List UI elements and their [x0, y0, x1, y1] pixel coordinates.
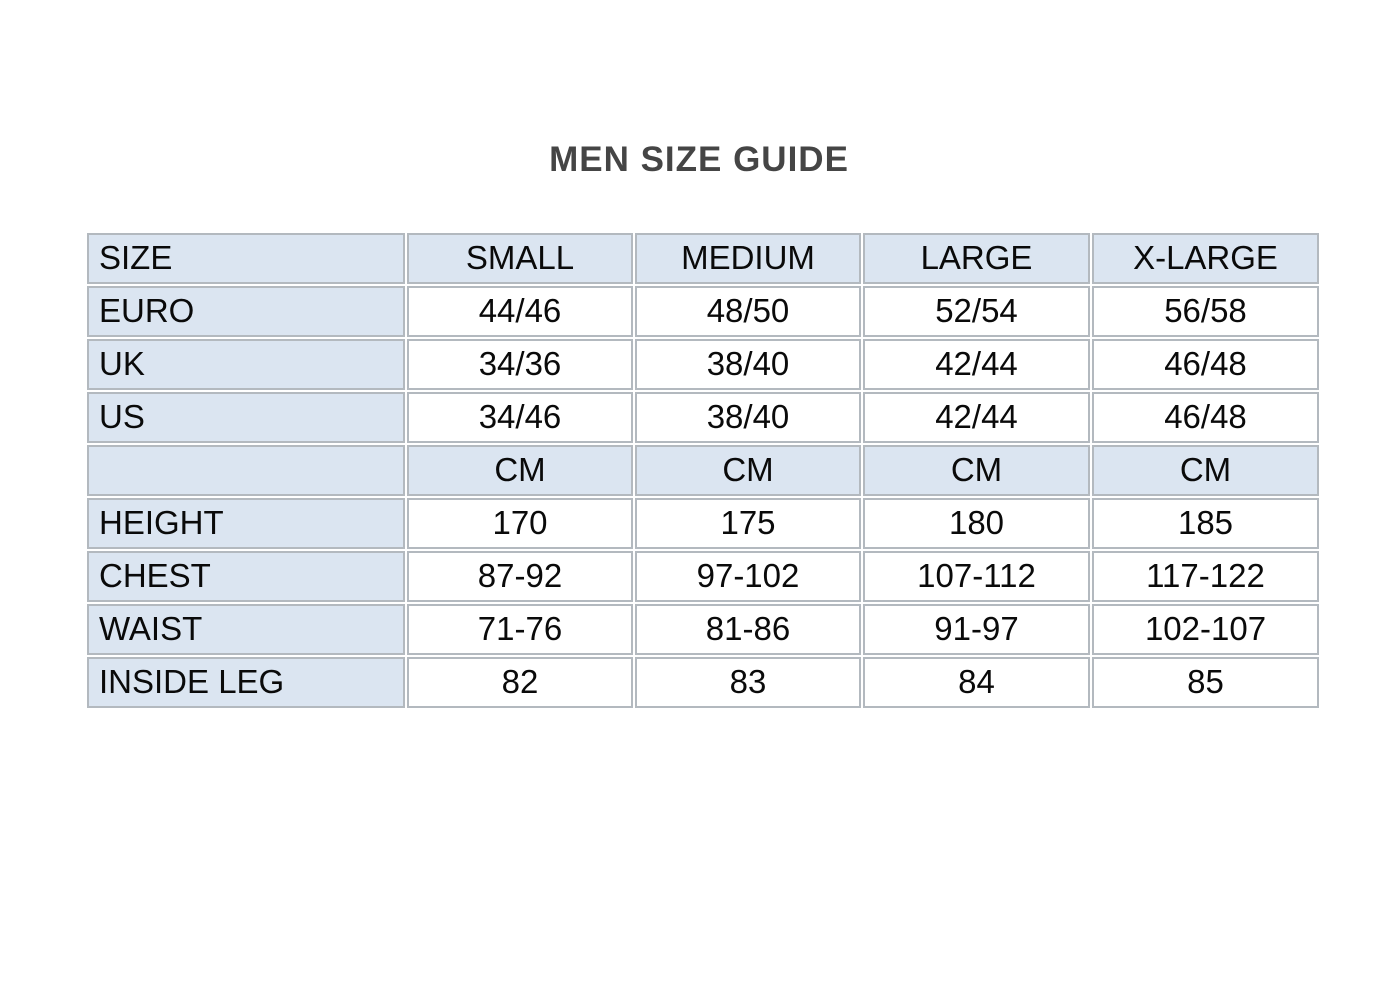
column-header: LARGE: [863, 233, 1090, 284]
row-label: HEIGHT: [87, 498, 405, 549]
size-value-cell: 175: [635, 498, 861, 549]
size-value-cell: 83: [635, 657, 861, 708]
table-row: UK 34/36 38/40 42/44 46/48: [87, 339, 1319, 390]
row-label: [87, 445, 405, 496]
table-row: HEIGHT 170 175 180 185: [87, 498, 1319, 549]
size-value-cell: 85: [1092, 657, 1319, 708]
size-value-cell: 44/46: [407, 286, 633, 337]
size-value-cell: 81-86: [635, 604, 861, 655]
column-header: SMALL: [407, 233, 633, 284]
size-value-cell: 52/54: [863, 286, 1090, 337]
size-value-cell: CM: [635, 445, 861, 496]
size-value-cell: 42/44: [863, 392, 1090, 443]
column-header: MEDIUM: [635, 233, 861, 284]
table-body: EURO 44/46 48/50 52/54 56/58 UK 34/36 38/40 42/4…: [87, 286, 1319, 708]
column-header: SIZE: [87, 233, 405, 284]
size-value-cell: 46/48: [1092, 392, 1319, 443]
size-value-cell: 71-76: [407, 604, 633, 655]
size-value-cell: 56/58: [1092, 286, 1319, 337]
size-value-cell: 87-92: [407, 551, 633, 602]
size-guide-table: SIZE SMALL MEDIUM LARGE X-LARGE EURO 44/46 48/…: [85, 231, 1321, 710]
table-row: CM CM CM CM: [87, 445, 1319, 496]
row-label: UK: [87, 339, 405, 390]
row-label: US: [87, 392, 405, 443]
row-label: EURO: [87, 286, 405, 337]
size-value-cell: 38/40: [635, 339, 861, 390]
size-value-cell: CM: [407, 445, 633, 496]
size-value-cell: 38/40: [635, 392, 861, 443]
row-label: CHEST: [87, 551, 405, 602]
table-row: CHEST 87-92 97-102 107-112 117-122: [87, 551, 1319, 602]
size-value-cell: CM: [863, 445, 1090, 496]
size-value-cell: 42/44: [863, 339, 1090, 390]
row-label: WAIST: [87, 604, 405, 655]
size-value-cell: 180: [863, 498, 1090, 549]
size-value-cell: 117-122: [1092, 551, 1319, 602]
size-value-cell: CM: [1092, 445, 1319, 496]
size-value-cell: 170: [407, 498, 633, 549]
size-value-cell: 185: [1092, 498, 1319, 549]
size-value-cell: 107-112: [863, 551, 1090, 602]
size-value-cell: 82: [407, 657, 633, 708]
column-header: X-LARGE: [1092, 233, 1319, 284]
size-value-cell: 46/48: [1092, 339, 1319, 390]
table-row: EURO 44/46 48/50 52/54 56/58: [87, 286, 1319, 337]
size-value-cell: 84: [863, 657, 1090, 708]
size-value-cell: 34/46: [407, 392, 633, 443]
size-value-cell: 48/50: [635, 286, 861, 337]
page-title: MEN SIZE GUIDE: [549, 140, 849, 179]
table-header-row: SIZE SMALL MEDIUM LARGE X-LARGE: [87, 233, 1319, 284]
table-row: WAIST 71-76 81-86 91-97 102-107: [87, 604, 1319, 655]
table-row: INSIDE LEG 82 83 84 85: [87, 657, 1319, 708]
size-value-cell: 102-107: [1092, 604, 1319, 655]
table-row: US 34/46 38/40 42/44 46/48: [87, 392, 1319, 443]
size-value-cell: 34/36: [407, 339, 633, 390]
row-label: INSIDE LEG: [87, 657, 405, 708]
size-value-cell: 91-97: [863, 604, 1090, 655]
size-value-cell: 97-102: [635, 551, 861, 602]
